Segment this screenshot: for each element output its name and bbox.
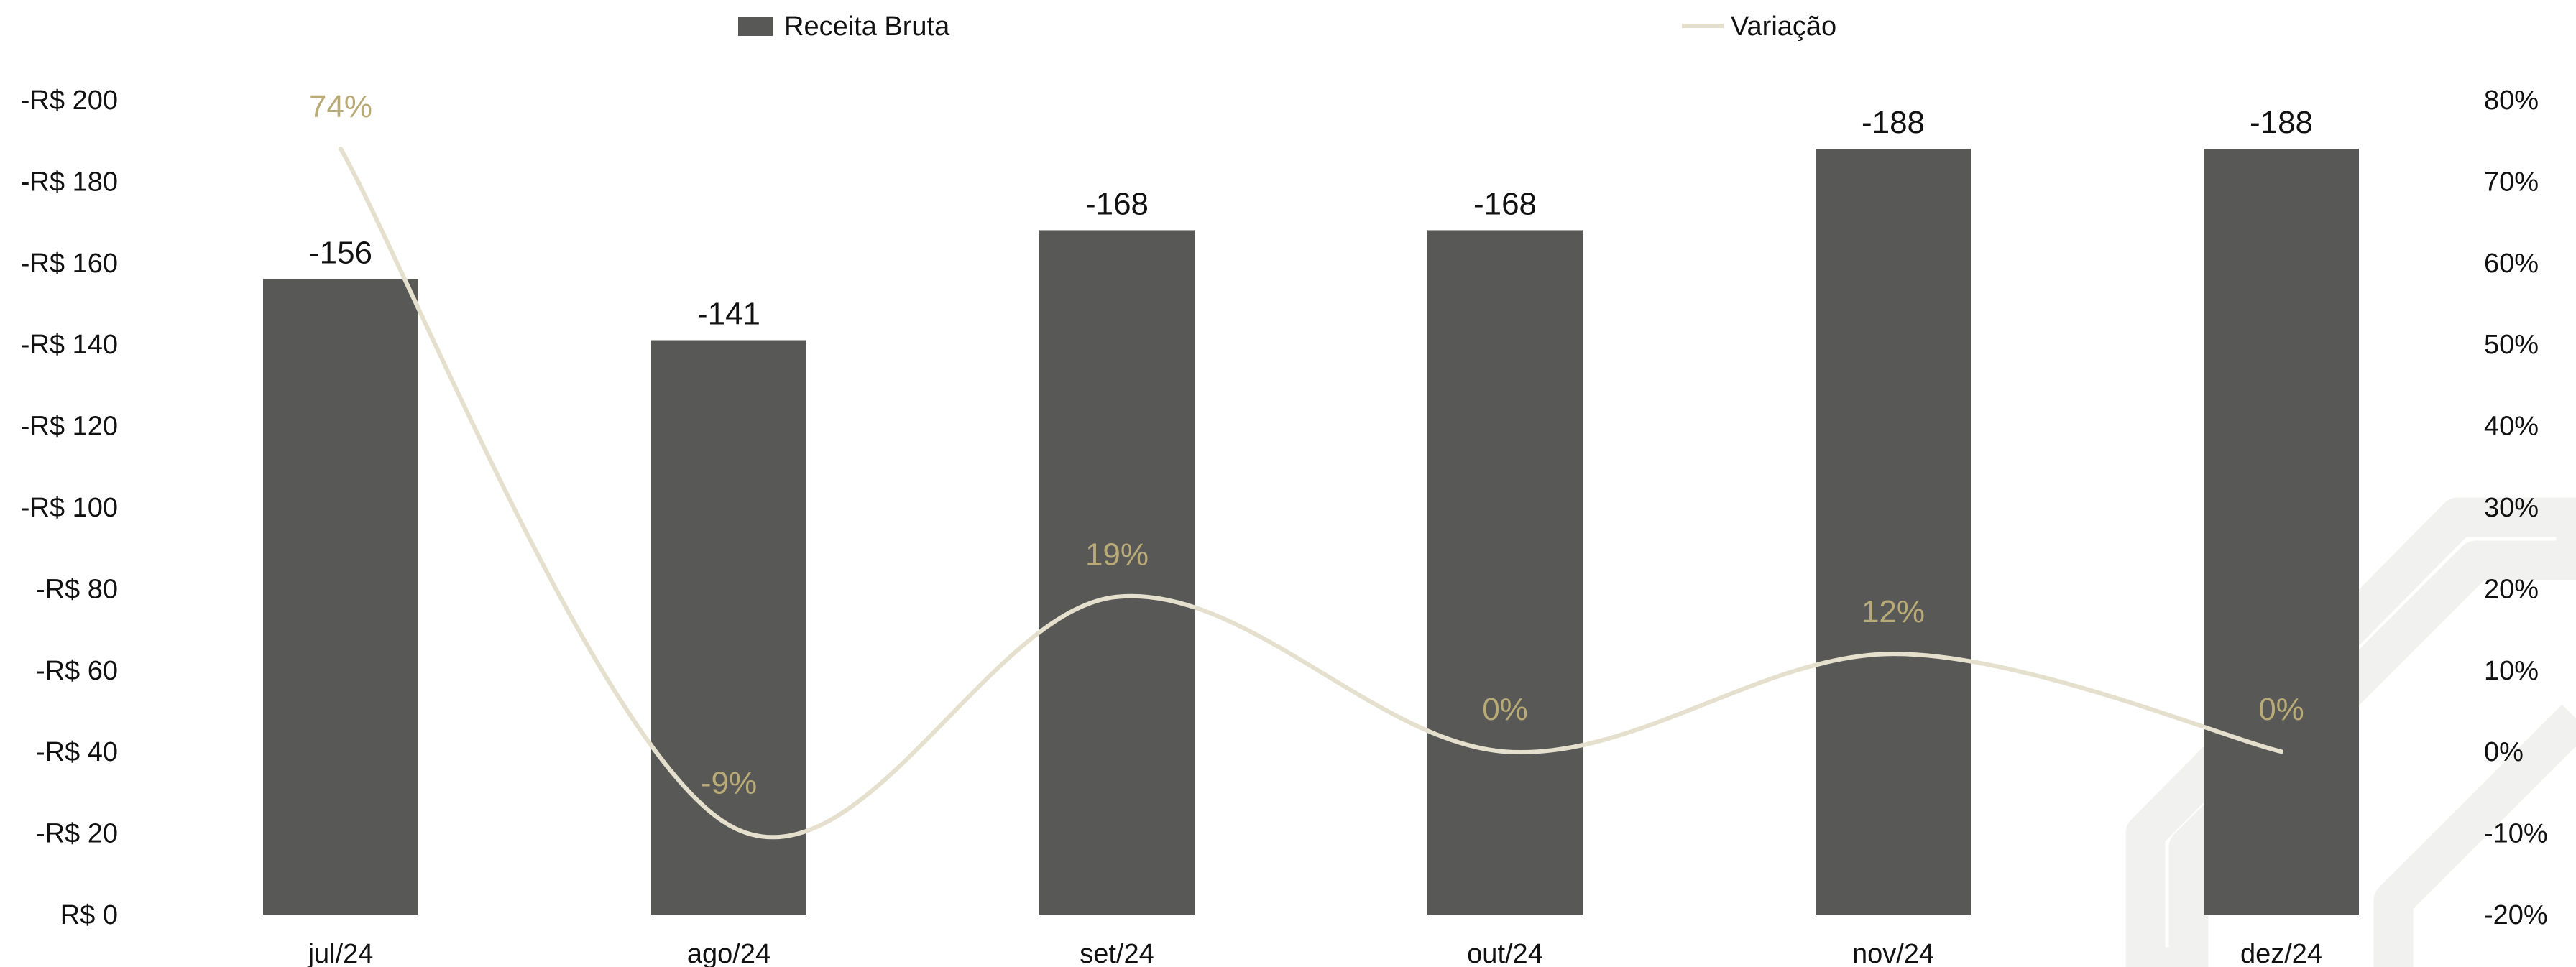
left-axis-tick-label: -R$ 40	[36, 737, 118, 767]
left-axis-tick-label: -R$ 60	[36, 656, 118, 686]
bar	[1816, 149, 1971, 915]
x-axis-tick-label: jul/24	[308, 939, 374, 967]
right-axis-tick-label: -20%	[2484, 900, 2548, 930]
x-axis-tick-label: ago/24	[687, 939, 770, 967]
right-axis-tick-label: 80%	[2484, 85, 2539, 116]
bar	[1427, 230, 1583, 915]
line-point	[1891, 652, 1895, 657]
bar-data-label: -141	[697, 297, 760, 332]
line-data-label: 0%	[2258, 692, 2304, 727]
right-axis-tick-label: 60%	[2484, 249, 2539, 279]
legend-label: Variação	[1731, 11, 1836, 42]
line-data-label: 0%	[1482, 692, 1528, 727]
right-axis-tick-label: -10%	[2484, 819, 2548, 849]
x-axis: jul/24 ago/24 set/24 out/24 nov/24 dez/24	[308, 939, 2322, 967]
x-axis-tick-label: dez/24	[2240, 939, 2322, 967]
line-point	[727, 823, 731, 828]
line-point	[2279, 749, 2283, 754]
left-y-axis: R$ 0 -R$ 20 -R$ 40 -R$ 60 -R$ 80 -R$ 100 -R$ 1…	[21, 85, 118, 930]
bar-series	[263, 149, 2359, 915]
variation-line	[339, 147, 2283, 840]
left-axis-tick-label: -R$ 200	[21, 85, 118, 116]
line-series	[339, 147, 2283, 840]
line-point	[1115, 594, 1119, 599]
bar-data-label: -156	[309, 235, 372, 270]
right-axis-tick-label: 10%	[2484, 656, 2539, 686]
bar	[263, 279, 418, 915]
left-axis-tick-label: -R$ 100	[21, 493, 118, 523]
bar-data-label: -188	[2250, 105, 2313, 140]
bar	[651, 340, 806, 915]
line-data-label: -9%	[701, 765, 757, 800]
bar	[2204, 149, 2359, 915]
line-data-label: 12%	[1862, 594, 1925, 629]
right-axis-tick-label: 50%	[2484, 330, 2539, 360]
right-y-axis: -20% -10% 0% 10% 20% 30% 40% 50% 60% 70% 80%	[2484, 85, 2548, 930]
line-data-labels: 74% -9% 19% 0% 12% 0%	[309, 89, 2304, 800]
right-axis-tick-label: 70%	[2484, 167, 2539, 197]
left-axis-tick-label: -R$ 120	[21, 412, 118, 442]
legend-swatch-bar	[738, 17, 773, 36]
left-axis-tick-label: -R$ 180	[21, 167, 118, 197]
bar	[1039, 230, 1195, 915]
right-axis-tick-label: 20%	[2484, 574, 2539, 604]
legend-label: Receita Bruta	[784, 11, 950, 42]
right-axis-tick-label: 40%	[2484, 412, 2539, 442]
watermark-logo	[2125, 497, 2576, 967]
line-point	[1503, 749, 1507, 754]
x-axis-tick-label: out/24	[1467, 939, 1543, 967]
line-data-label: 19%	[1085, 537, 1149, 573]
right-axis-tick-label: 30%	[2484, 493, 2539, 523]
bar-data-label: -188	[1862, 105, 1925, 140]
bar-data-label: -168	[1085, 186, 1149, 221]
left-axis-tick-label: -R$ 80	[36, 574, 118, 604]
left-axis-tick-label: -R$ 20	[36, 819, 118, 849]
x-axis-tick-label: nov/24	[1852, 939, 1934, 967]
legend: Receita Bruta Variação	[738, 11, 1836, 42]
line-data-label: 74%	[309, 89, 372, 124]
left-axis-tick-label: R$ 0	[60, 900, 118, 930]
right-axis-tick-label: 0%	[2484, 737, 2524, 767]
x-axis-tick-label: set/24	[1080, 939, 1154, 967]
bar-data-label: -168	[1473, 186, 1537, 221]
left-axis-tick-label: -R$ 140	[21, 330, 118, 360]
bar-data-labels: -156 -141 -168 -168 -188 -188	[309, 105, 2313, 331]
line-point	[339, 147, 343, 152]
left-axis-tick-label: -R$ 160	[21, 249, 118, 279]
